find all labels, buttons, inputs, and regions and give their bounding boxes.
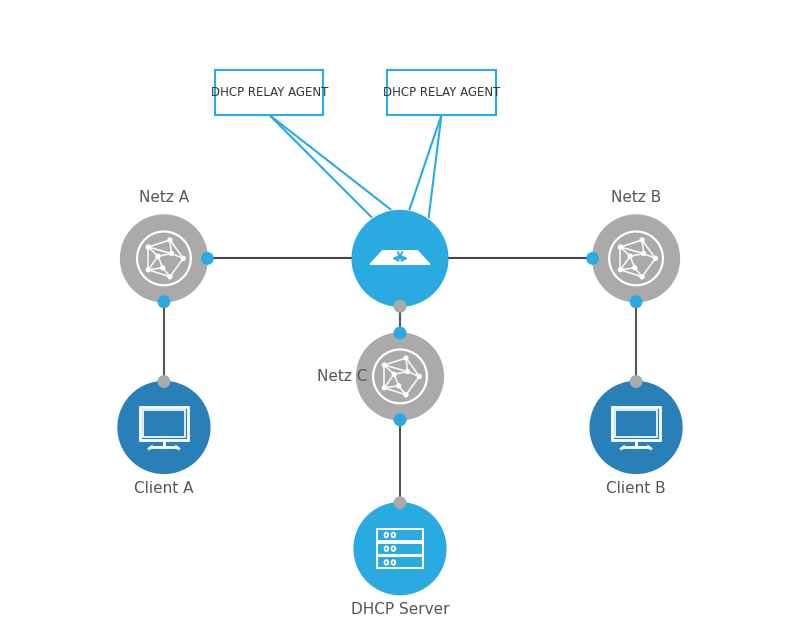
Circle shape (630, 296, 642, 308)
Circle shape (593, 215, 679, 302)
Circle shape (170, 251, 174, 255)
Circle shape (182, 256, 186, 260)
Text: DHCP Server: DHCP Server (350, 602, 450, 617)
Text: Client A: Client A (134, 480, 194, 496)
Circle shape (640, 238, 644, 242)
Circle shape (156, 255, 160, 258)
Circle shape (633, 266, 637, 270)
Circle shape (404, 393, 408, 397)
Circle shape (168, 275, 172, 279)
Circle shape (406, 369, 410, 373)
FancyBboxPatch shape (215, 70, 323, 115)
Text: DHCP RELAY AGENT: DHCP RELAY AGENT (382, 86, 500, 99)
Circle shape (121, 215, 207, 302)
Circle shape (640, 275, 644, 279)
Circle shape (404, 356, 408, 360)
Circle shape (357, 333, 443, 420)
Circle shape (158, 376, 170, 387)
Circle shape (118, 382, 210, 473)
Circle shape (654, 256, 658, 260)
Circle shape (618, 245, 622, 249)
FancyBboxPatch shape (387, 70, 496, 115)
Circle shape (382, 363, 386, 367)
Circle shape (352, 211, 448, 306)
Circle shape (146, 245, 150, 249)
Circle shape (394, 300, 406, 312)
Text: Netz B: Netz B (611, 190, 661, 205)
Circle shape (418, 375, 422, 378)
Circle shape (168, 238, 172, 242)
Circle shape (146, 268, 150, 272)
Circle shape (630, 376, 642, 387)
Circle shape (394, 327, 406, 339)
Circle shape (590, 382, 682, 473)
Circle shape (394, 497, 406, 508)
Circle shape (354, 503, 446, 595)
Circle shape (618, 268, 622, 272)
Circle shape (628, 255, 632, 258)
Circle shape (202, 253, 213, 264)
Circle shape (587, 253, 598, 264)
Circle shape (382, 386, 386, 390)
Text: Client B: Client B (606, 480, 666, 496)
Circle shape (397, 384, 401, 388)
Circle shape (394, 414, 406, 426)
Circle shape (642, 251, 646, 255)
Text: DHCP RELAY AGENT: DHCP RELAY AGENT (210, 86, 328, 99)
Circle shape (158, 296, 170, 308)
Circle shape (161, 266, 165, 270)
Polygon shape (370, 251, 430, 264)
Text: Netz A: Netz A (139, 190, 189, 205)
Text: Netz C: Netz C (318, 369, 368, 384)
Circle shape (392, 373, 396, 376)
